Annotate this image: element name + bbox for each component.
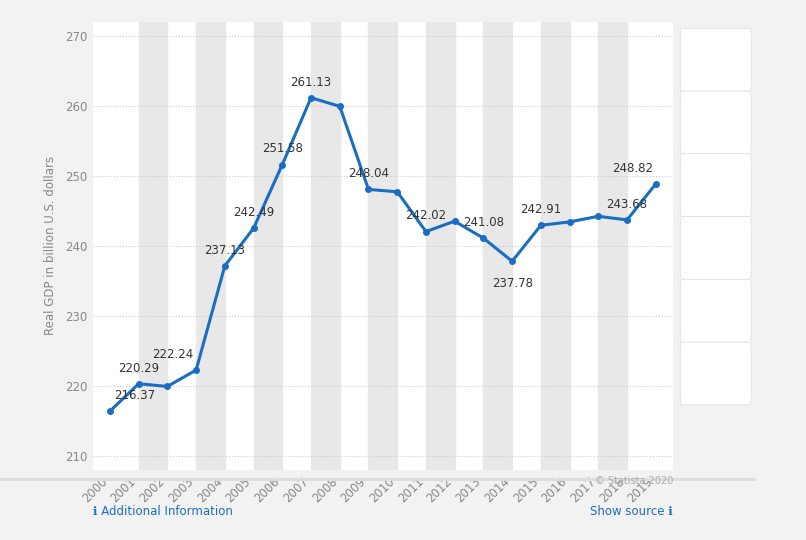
Text: 222.24: 222.24: [152, 348, 193, 361]
Text: 242.91: 242.91: [520, 203, 562, 216]
Text: 251.58: 251.58: [262, 143, 303, 156]
FancyBboxPatch shape: [680, 279, 751, 342]
Text: 237.13: 237.13: [205, 244, 245, 256]
Bar: [196, 22, 225, 470]
Bar: [484, 22, 512, 470]
Y-axis label: Real GDP in billion U.S. dollars: Real GDP in billion U.S. dollars: [44, 156, 57, 335]
Text: © Statista 2020: © Statista 2020: [595, 476, 673, 486]
Text: 242.02: 242.02: [405, 210, 447, 222]
FancyBboxPatch shape: [680, 91, 751, 154]
FancyBboxPatch shape: [680, 217, 751, 279]
Text: 241.08: 241.08: [463, 216, 504, 229]
Text: 216.37: 216.37: [114, 389, 156, 402]
Text: 243.68: 243.68: [607, 198, 647, 211]
Text: 248.04: 248.04: [348, 167, 389, 180]
Text: ℹ Additional Information: ℹ Additional Information: [93, 505, 233, 518]
Bar: [541, 22, 570, 470]
Bar: [254, 22, 282, 470]
Text: 248.82: 248.82: [612, 162, 653, 175]
Text: 220.29: 220.29: [118, 362, 160, 375]
FancyBboxPatch shape: [680, 342, 751, 405]
FancyBboxPatch shape: [680, 154, 751, 217]
Bar: [139, 22, 168, 470]
Bar: [368, 22, 397, 470]
Text: Show source ℹ: Show source ℹ: [590, 505, 673, 518]
Text: 261.13: 261.13: [290, 76, 331, 89]
Bar: [598, 22, 627, 470]
Text: 237.78: 237.78: [492, 276, 533, 289]
Bar: [96, 22, 110, 470]
Bar: [426, 22, 455, 470]
Bar: [311, 22, 340, 470]
FancyBboxPatch shape: [680, 28, 751, 91]
Text: 242.49: 242.49: [233, 206, 274, 219]
